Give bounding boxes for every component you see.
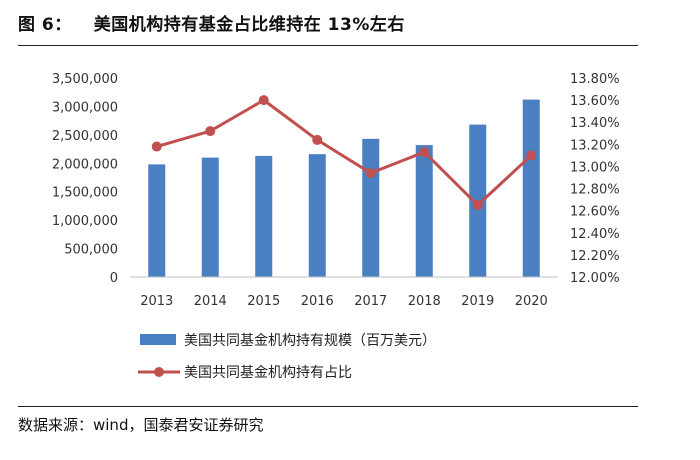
legend-swatch-marker <box>154 367 164 377</box>
left-tick-label: 1,500,000 <box>52 186 118 201</box>
right-tick-label: 13.20% <box>570 138 620 153</box>
figure-title: 美国机构持有基金占比维持在 13%左右 <box>93 15 405 35</box>
bar-series <box>148 99 540 277</box>
bar-2017 <box>362 138 380 277</box>
bottom-rule <box>18 406 638 407</box>
right-tick-label: 12.80% <box>570 183 620 198</box>
x-tick-label: 2019 <box>461 294 494 309</box>
legend-label-line: 美国共同基金机构持有占比 <box>184 364 352 381</box>
x-tick-label: 2020 <box>515 294 548 309</box>
x-tick-label: 2017 <box>354 294 387 309</box>
right-tick-label: 13.00% <box>570 160 620 175</box>
line-path <box>156 98 533 207</box>
x-tick-label: 2018 <box>408 294 441 309</box>
x-tick-label: 2014 <box>194 294 227 309</box>
bar-2020 <box>522 99 540 277</box>
left-tick-label: 0 <box>110 271 118 286</box>
line-series <box>151 95 537 211</box>
left-tick-label: 3,000,000 <box>52 100 118 115</box>
source-note: 数据来源：wind，国泰君安证券研究 <box>18 416 264 434</box>
bar-2015 <box>255 155 273 277</box>
left-tick-label: 2,000,000 <box>52 157 118 172</box>
x-axis-ticks: 2013 2014 2015 2016 2017 2018 2019 2020 <box>140 294 548 309</box>
left-tick-label: 1,000,000 <box>52 214 118 229</box>
legend: 美国共同基金机构持有规模（百万美元） 美国共同基金机构持有占比 <box>138 332 436 381</box>
right-tick-label: 12.00% <box>570 271 620 286</box>
line-marker-2017 <box>365 168 376 179</box>
bar-2016 <box>308 154 326 277</box>
line-marker-2014 <box>205 126 216 137</box>
bar-2018 <box>415 145 433 277</box>
left-tick-label: 3,500,000 <box>52 72 118 87</box>
right-tick-label: 13.80% <box>570 72 620 87</box>
left-tick-label: 2,500,000 <box>52 129 118 144</box>
legend-swatch-bar <box>140 334 176 345</box>
left-tick-label: 500,000 <box>64 243 118 258</box>
figure-number: 图 6： <box>18 15 72 35</box>
figure-title-row: 图 6： 美国机构持有基金占比维持在 13%左右 <box>18 10 405 35</box>
right-tick-label: 12.40% <box>570 227 620 242</box>
line-marker-2016 <box>312 134 323 145</box>
x-tick-label: 2013 <box>140 294 173 309</box>
right-tick-label: 13.40% <box>570 116 620 131</box>
line-marker-2019 <box>472 200 483 211</box>
legend-label-bar: 美国共同基金机构持有规模（百万美元） <box>184 332 436 349</box>
bar-2014 <box>201 157 219 277</box>
bar-2013 <box>148 164 166 277</box>
right-axis-ticks: 12.00% 12.20% 12.40% 12.60% 12.80% 13.00% 13.2… <box>570 72 620 286</box>
line-marker-2018 <box>419 147 430 158</box>
line-marker-2020 <box>526 150 537 161</box>
x-tick-label: 2016 <box>301 294 334 309</box>
right-tick-label: 13.60% <box>570 94 620 109</box>
left-axis-ticks: 0 500,000 1,000,000 1,500,000 2,000,000 2,500… <box>52 72 118 286</box>
right-tick-label: 12.60% <box>570 205 620 220</box>
line-marker-2013 <box>151 141 162 152</box>
top-rule <box>18 45 638 46</box>
right-tick-label: 12.20% <box>570 249 620 264</box>
x-tick-label: 2015 <box>247 294 280 309</box>
line-marker-2015 <box>258 95 269 106</box>
